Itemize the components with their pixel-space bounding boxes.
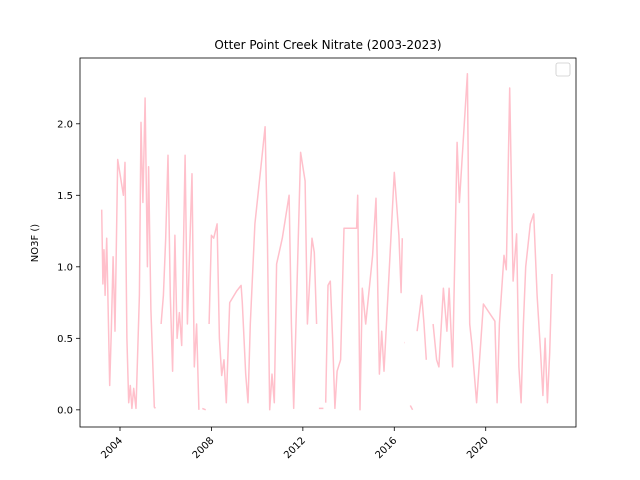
axes-frame <box>79 57 577 428</box>
legend-box <box>555 62 571 77</box>
y-tick-label: 1.5 <box>57 191 73 202</box>
y-tick-label: 2.0 <box>57 119 73 130</box>
y-tick-label: 1.0 <box>57 262 73 273</box>
data-line <box>100 72 553 411</box>
y-tick-label: 0.0 <box>57 405 73 416</box>
chart-title: Otter Point Creek Nitrate (2003-2023) <box>214 38 441 52</box>
y-tick-label: 0.5 <box>57 334 73 345</box>
y-axis-label: NO3F () <box>30 224 41 263</box>
